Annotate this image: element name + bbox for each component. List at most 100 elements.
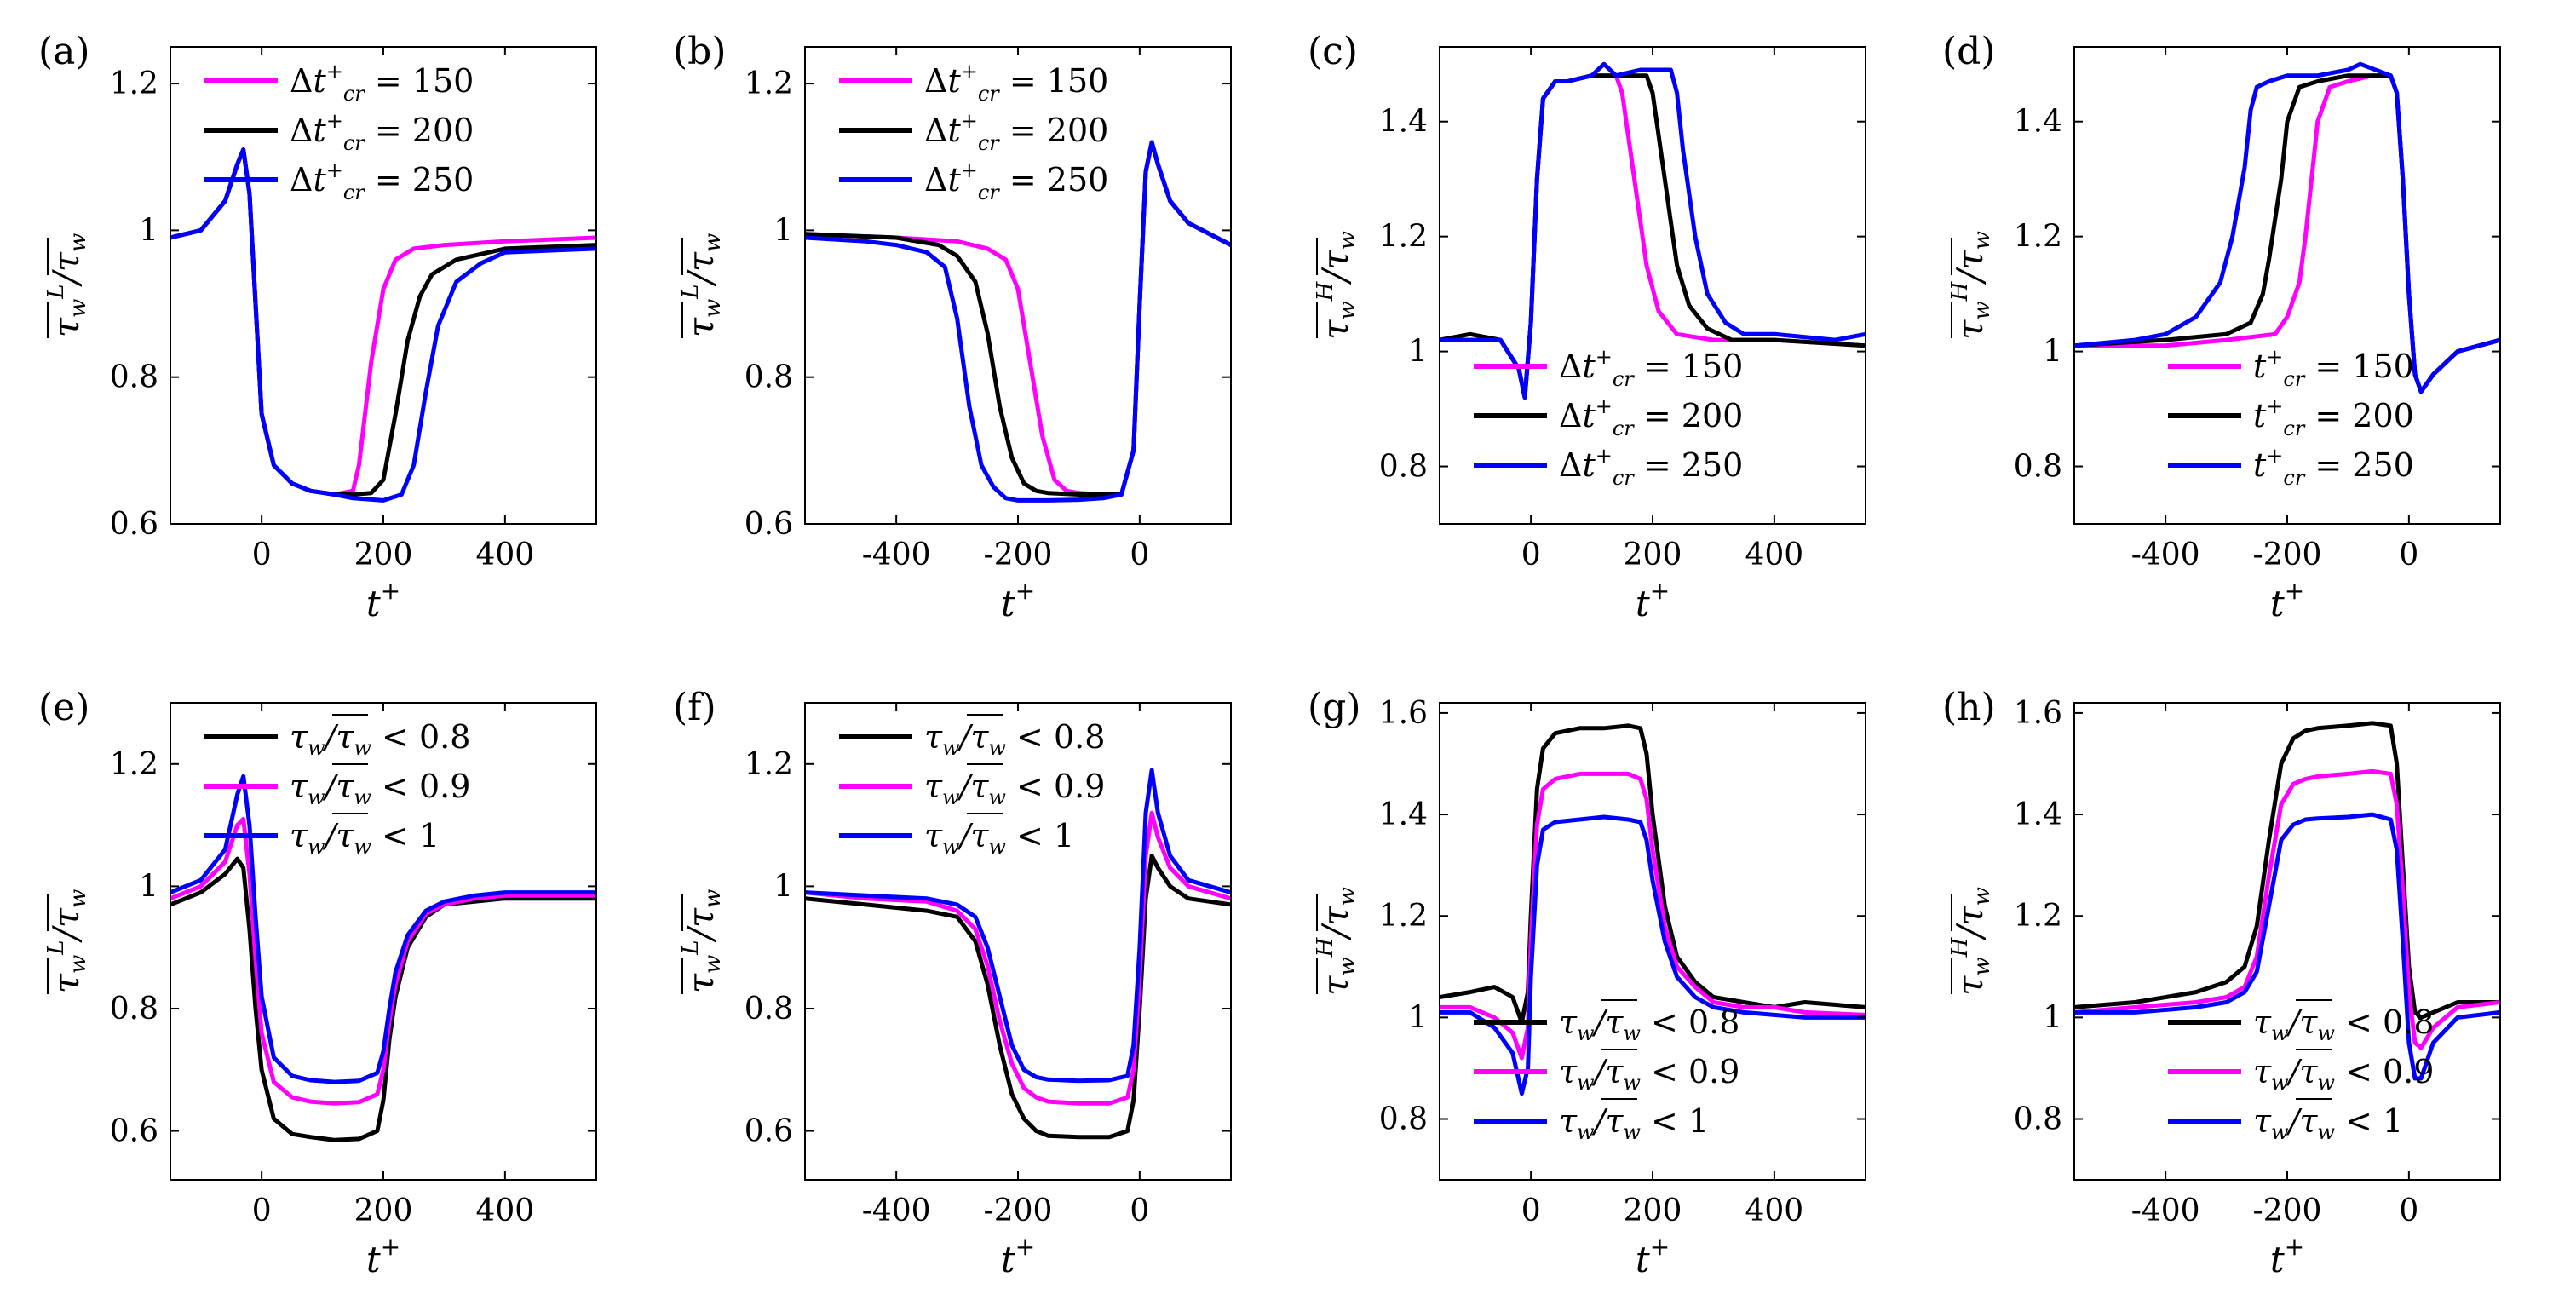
- y-tick-label: 1.2: [1379, 899, 1428, 934]
- series-line-blue: [170, 774, 596, 1084]
- panel-label: (d): [1942, 30, 1996, 73]
- series-line-black: [2074, 721, 2500, 1020]
- legend-entry: τw/τw < 0.9: [924, 768, 1105, 809]
- x-tick-label: 0: [252, 1193, 272, 1228]
- x-tick-label: 200: [1624, 538, 1682, 572]
- series-line-blue: [2074, 812, 2500, 1081]
- y-tick-label: 0.8: [110, 360, 158, 395]
- panel-label: (b): [673, 30, 727, 73]
- series-line-blue: [170, 147, 596, 503]
- y-tick-label: 1.2: [1379, 220, 1428, 255]
- x-axis-label: t+: [1636, 1233, 1670, 1280]
- chart-panel-4: -400 -200 0 0.8 1 1.2 1.4 (d) t+ τwH/τw t+cr = 150…: [1942, 30, 2501, 624]
- y-tick-label: 0.8: [1379, 1102, 1428, 1137]
- legend-entry: τw/τw < 1: [2253, 1102, 2403, 1144]
- y-axis-label: τwL/τw: [678, 233, 726, 338]
- legend-entry: τw/τw < 1: [290, 817, 440, 859]
- panel-label: (g): [1308, 686, 1361, 729]
- x-tick-label: -200: [984, 1193, 1053, 1228]
- y-axis-label: τwL/τw: [43, 889, 91, 994]
- y-axis-label-text: τwH/τw: [1313, 231, 1360, 340]
- legend-entry: Δt+cr = 200: [924, 109, 1108, 155]
- series-line-blue: [1440, 814, 1866, 1096]
- y-tick-label: 1: [2043, 1000, 2062, 1035]
- series-line-magenta: [170, 147, 596, 497]
- y-tick-label: 0.8: [2014, 1102, 2062, 1137]
- series-line-magenta: [2074, 768, 2500, 1050]
- y-tick-label: 1.2: [110, 66, 158, 101]
- y-axis-label-text: τwL/τw: [43, 889, 91, 993]
- x-tick-label: 0: [1521, 1193, 1541, 1228]
- y-tick-label: 0.8: [2014, 450, 2062, 485]
- y-axis-label: τwH/τw: [1313, 887, 1360, 996]
- panel-label: (h): [1942, 686, 1996, 729]
- legend-entry: Δt+cr = 200: [1559, 394, 1743, 440]
- y-axis-label: τwH/τw: [1947, 231, 1995, 340]
- legend-entry: t+cr = 250: [2253, 444, 2414, 490]
- y-axis-label-text: τwH/τw: [1947, 887, 1995, 996]
- x-tick-label: -200: [2253, 1193, 2322, 1228]
- series-line-blue: [805, 140, 1231, 503]
- series-line-black: [805, 854, 1231, 1140]
- y-axis-label: τwH/τw: [1947, 887, 1995, 996]
- x-tick-label: 400: [475, 538, 534, 572]
- x-axis-label: t+: [366, 577, 400, 624]
- x-tick-label: -200: [2253, 538, 2322, 572]
- y-axis-label-text: τwH/τw: [1947, 231, 1995, 340]
- legend-entry: τw/τw < 0.8: [2253, 1004, 2434, 1045]
- y-axis-label: τwL/τw: [43, 233, 91, 338]
- x-tick-label: 400: [475, 1193, 534, 1228]
- panel-label: (f): [673, 686, 716, 729]
- series-line-black: [170, 856, 596, 1142]
- legend-entry: τw/τw < 0.8: [924, 718, 1105, 760]
- y-tick-label: 0.6: [110, 1114, 158, 1149]
- x-axis-label: t+: [2270, 1233, 2304, 1280]
- series-line-black: [170, 147, 596, 497]
- x-tick-label: 0: [2399, 538, 2418, 572]
- y-tick-label: 1: [1408, 1000, 1428, 1035]
- series-line-blue: [2074, 61, 2500, 394]
- x-tick-label: -400: [862, 1193, 931, 1228]
- x-tick-label: -400: [862, 538, 931, 572]
- y-tick-label: 1: [139, 213, 158, 248]
- panel-label: (e): [38, 686, 89, 729]
- y-tick-label: 1: [773, 213, 793, 248]
- x-tick-label: 0: [1521, 538, 1541, 572]
- legend-entry: τw/τw < 0.9: [1559, 1053, 1739, 1095]
- y-tick-label: 1.6: [1379, 696, 1428, 731]
- y-axis-label: τwL/τw: [678, 889, 726, 994]
- y-tick-label: 1.2: [2014, 899, 2062, 934]
- legend-entry: τw/τw < 0.9: [290, 768, 470, 809]
- x-axis-label: t+: [366, 1233, 400, 1280]
- legend-entry: Δt+cr = 250: [290, 158, 474, 204]
- x-tick-label: 0: [2399, 1193, 2418, 1228]
- x-axis-label: t+: [1001, 577, 1035, 624]
- series-line-black: [1440, 723, 1866, 1025]
- y-axis-label-text: τwH/τw: [1313, 887, 1360, 996]
- series-line-magenta: [805, 810, 1231, 1106]
- y-axis-label: τwH/τw: [1313, 231, 1360, 340]
- x-tick-label: -400: [2131, 538, 2200, 572]
- panel-label: (c): [1308, 30, 1358, 73]
- y-tick-label: 1.2: [110, 747, 158, 782]
- series-line-blue: [1440, 61, 1866, 400]
- legend-entry: t+cr = 150: [2253, 345, 2414, 391]
- legend-entry: Δt+cr = 250: [1559, 444, 1743, 490]
- y-tick-label: 0.8: [110, 992, 158, 1027]
- y-tick-label: 1.2: [745, 747, 793, 782]
- y-tick-label: 1.4: [1379, 105, 1428, 140]
- x-tick-label: 400: [1745, 1193, 1803, 1228]
- chart-panel-6: -400 -200 0 0.6 0.8 1 1.2 (f) t+ τwL/τw τw/τw < 0.…: [673, 686, 1232, 1280]
- y-axis-label-text: τwL/τw: [678, 889, 726, 993]
- x-tick-label: 200: [354, 1193, 413, 1228]
- series-line-magenta: [1440, 771, 1866, 1061]
- x-axis-label: t+: [1636, 577, 1670, 624]
- panel-label: (a): [38, 30, 90, 73]
- x-tick-label: -200: [984, 538, 1053, 572]
- chart-panel-5: 0 200 400 0.6 0.8 1 1.2 (e) t+ τwL/τw τw/τw < 0.8 τ…: [38, 686, 597, 1280]
- y-tick-label: 1: [1408, 335, 1428, 370]
- x-tick-label: -400: [2131, 1193, 2200, 1228]
- chart-panel-7: 0 200 400 0.8 1 1.2 1.4 1.6 (g) t+ τwH/τw τw/τw < 0…: [1308, 686, 1866, 1280]
